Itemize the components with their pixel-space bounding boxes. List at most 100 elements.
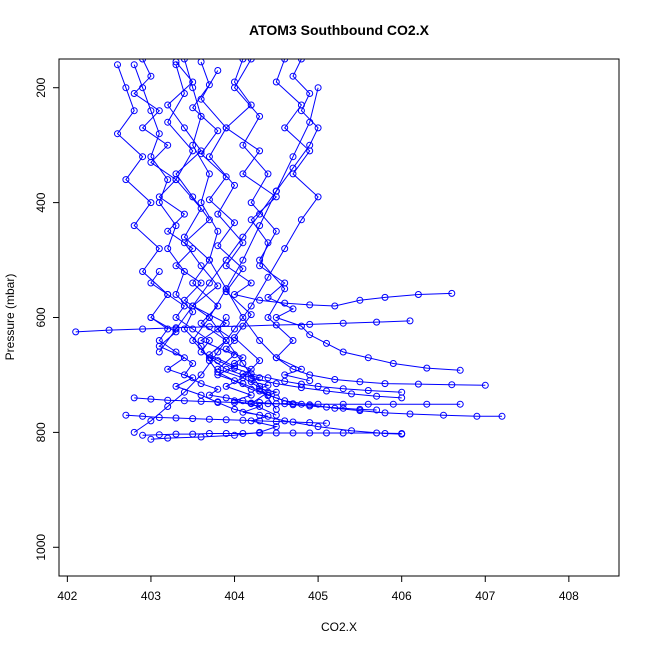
data-point	[180, 90, 188, 97]
series-line	[134, 397, 461, 405]
x-tick-label: 407	[475, 589, 495, 603]
data-point	[197, 204, 205, 212]
data-point	[281, 417, 289, 425]
data-point	[373, 318, 381, 326]
data-point	[139, 59, 147, 63]
y-tick-label: 800	[34, 422, 48, 442]
data-point	[231, 325, 238, 333]
y-tick-label: 600	[34, 307, 48, 327]
data-point	[205, 81, 213, 89]
series-line	[150, 317, 377, 411]
data-point	[406, 317, 414, 325]
data-point	[130, 428, 138, 436]
data-point	[247, 385, 255, 393]
data-point	[406, 410, 414, 418]
data-point	[256, 256, 264, 264]
data-point	[306, 331, 314, 339]
data-point	[423, 364, 431, 372]
data-point	[356, 296, 364, 304]
data-point	[272, 418, 280, 425]
series-8	[130, 59, 322, 436]
data-point	[314, 124, 322, 132]
data-point	[314, 400, 322, 408]
data-point	[197, 262, 205, 270]
data-point	[172, 314, 180, 321]
data-point	[364, 400, 372, 408]
data-point	[205, 430, 213, 437]
data-point	[231, 337, 238, 344]
data-point	[189, 84, 197, 92]
data-point	[205, 170, 213, 178]
data-point	[189, 360, 197, 367]
data-point	[197, 348, 205, 356]
data-point	[189, 245, 197, 253]
data-point	[147, 279, 155, 287]
data-point	[289, 429, 297, 437]
data-point	[297, 322, 305, 330]
data-point	[256, 357, 264, 365]
data-point	[272, 227, 280, 235]
y-tick-label: 200	[34, 77, 48, 97]
data-point	[314, 193, 322, 201]
data-point	[147, 199, 155, 207]
data-point	[197, 380, 205, 388]
data-point	[239, 430, 247, 437]
x-axis-label: CO2.X	[321, 620, 357, 634]
data-point	[398, 388, 406, 396]
data-point	[189, 279, 197, 287]
data-point	[256, 112, 264, 120]
data-point	[214, 67, 222, 74]
data-point	[414, 380, 422, 388]
data-point	[139, 325, 147, 333]
data-point	[281, 285, 289, 293]
data-point	[323, 339, 330, 347]
data-point	[456, 366, 464, 374]
data-point	[130, 394, 138, 402]
data-point	[189, 193, 197, 201]
data-point	[256, 429, 264, 437]
data-point	[256, 417, 264, 425]
data-point	[164, 291, 172, 298]
data-point	[256, 387, 264, 395]
data-point	[239, 170, 247, 178]
series-line	[142, 432, 402, 436]
data-point	[214, 325, 222, 333]
data-point	[306, 320, 314, 328]
x-tick-label: 408	[559, 589, 579, 603]
data-point	[197, 150, 205, 158]
x-tick-label: 406	[392, 589, 412, 603]
data-point	[297, 365, 305, 373]
data-point	[180, 268, 188, 275]
data-point	[189, 415, 197, 423]
data-point	[264, 374, 272, 382]
data-point	[339, 319, 347, 327]
data-point	[373, 406, 381, 414]
data-point	[189, 104, 197, 112]
data-point	[348, 390, 355, 398]
series-12	[122, 411, 330, 427]
series-10	[189, 84, 406, 402]
data-point	[373, 429, 381, 437]
data-point	[281, 299, 289, 307]
data-point	[147, 314, 155, 321]
data-point	[297, 107, 305, 115]
data-point	[172, 382, 180, 390]
data-point	[339, 429, 347, 437]
data-point	[264, 293, 272, 301]
data-point	[389, 360, 397, 367]
data-point	[122, 411, 130, 419]
data-point	[189, 325, 197, 333]
data-point	[247, 279, 255, 287]
data-point	[297, 380, 305, 388]
data-point	[147, 158, 155, 166]
data-point	[256, 385, 264, 393]
data-point	[297, 216, 305, 224]
data-point	[180, 371, 188, 379]
data-point	[306, 301, 314, 309]
data-point	[264, 170, 272, 178]
data-point	[205, 337, 213, 344]
data-point	[272, 187, 280, 195]
data-point	[289, 153, 297, 161]
data-point	[247, 59, 255, 63]
data-point	[423, 400, 431, 408]
